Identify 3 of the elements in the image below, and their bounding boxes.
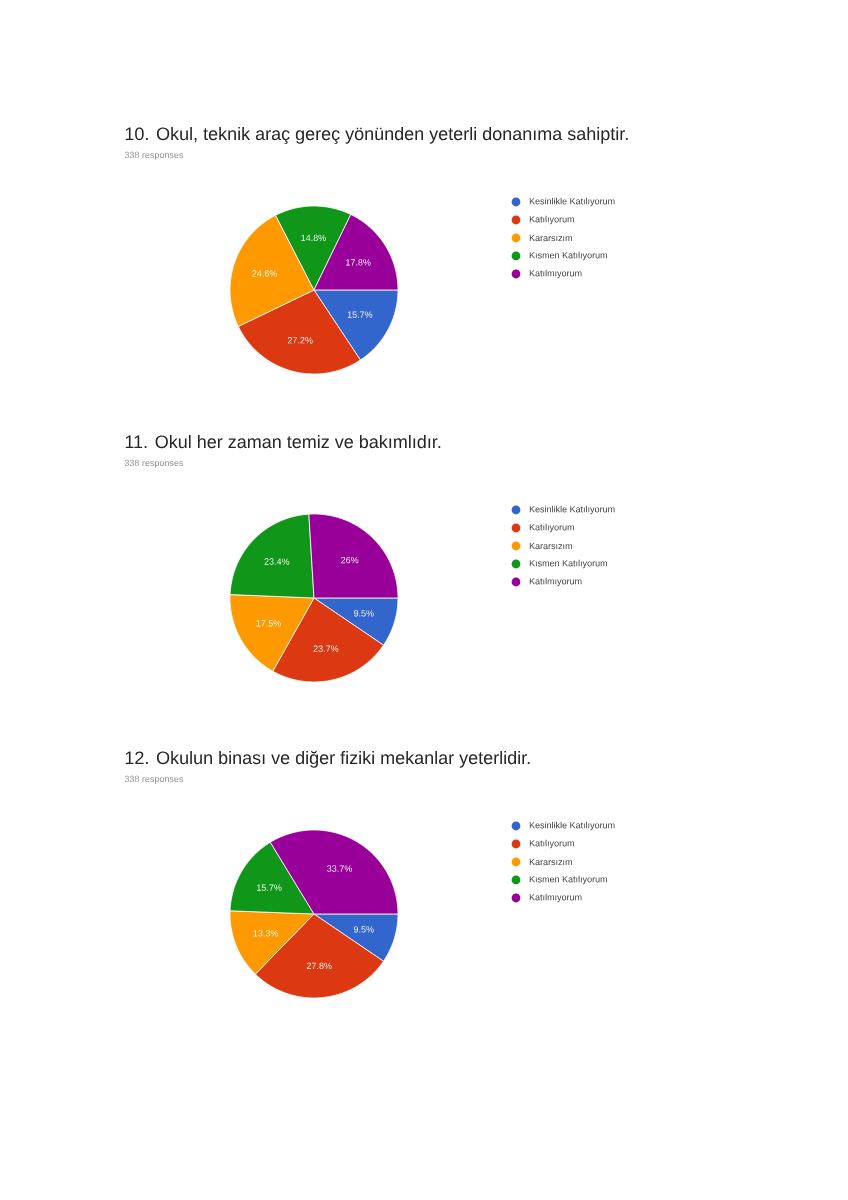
chart-title: 12. Okulun binası ve diğer fiziki mekanlar yeterlidir. <box>125 750 530 768</box>
chart-title: 11. Okul her zaman temiz ve bakımlıdır. <box>125 434 441 449</box>
chart-title: 10. Okul, teknik araç gereç yönünden yeterli donanıma sahiptir. <box>125 126 628 144</box>
